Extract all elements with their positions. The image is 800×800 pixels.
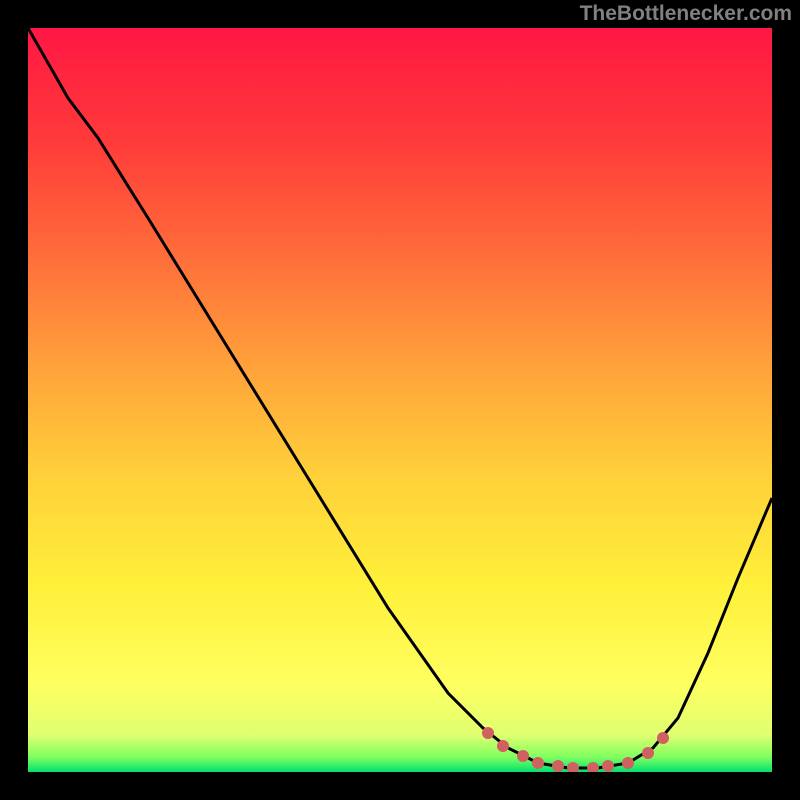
curve-line xyxy=(28,28,772,768)
bottleneck-curve xyxy=(28,28,772,772)
marker-dot xyxy=(532,757,544,769)
marker-dot xyxy=(497,740,509,752)
marker-dot xyxy=(657,732,669,744)
marker-dot xyxy=(552,760,564,772)
marker-dot xyxy=(567,762,579,772)
marker-dot xyxy=(482,727,494,739)
marker-dot xyxy=(587,762,599,772)
marker-dot xyxy=(642,747,654,759)
marker-dot xyxy=(602,760,614,772)
watermark-text: TheBottlenecker.com xyxy=(580,2,792,26)
marker-dot xyxy=(622,757,634,769)
chart-area xyxy=(28,28,772,772)
marker-dot xyxy=(517,750,529,762)
